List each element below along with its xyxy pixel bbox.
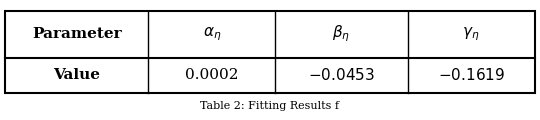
Text: $-0.1619$: $-0.1619$ (437, 67, 504, 83)
Text: Table 2: Fitting Results f: Table 2: Fitting Results f (200, 101, 340, 111)
Text: $\alpha_{\eta}$: $\alpha_{\eta}$ (202, 25, 221, 43)
Text: $\gamma_{\eta}$: $\gamma_{\eta}$ (462, 25, 480, 43)
Text: Value: Value (53, 68, 100, 82)
Text: $\beta_{\eta}$: $\beta_{\eta}$ (333, 24, 350, 44)
Text: $-0.0453$: $-0.0453$ (308, 67, 375, 83)
Text: 0.0002: 0.0002 (185, 68, 239, 82)
Text: Parameter: Parameter (32, 27, 122, 41)
